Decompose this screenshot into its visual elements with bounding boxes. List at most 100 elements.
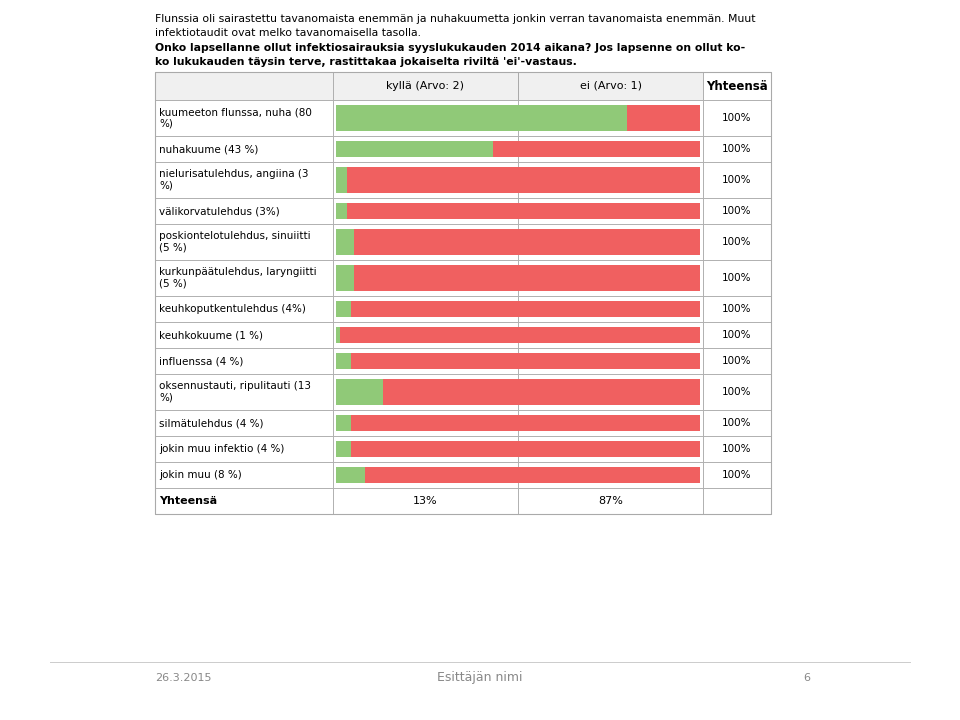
- Bar: [333, 198, 518, 224]
- Bar: [336, 327, 340, 343]
- Bar: [518, 488, 703, 514]
- Bar: [518, 260, 703, 296]
- Bar: [365, 467, 700, 483]
- Bar: [518, 72, 703, 100]
- Text: 100%: 100%: [722, 330, 752, 340]
- Text: Yhteensä: Yhteensä: [707, 79, 768, 92]
- Bar: [703, 374, 771, 410]
- Text: 13%: 13%: [413, 496, 438, 506]
- Bar: [347, 167, 700, 193]
- Bar: [336, 467, 365, 483]
- Bar: [333, 462, 518, 488]
- Bar: [333, 348, 518, 374]
- Bar: [703, 136, 771, 162]
- Bar: [333, 100, 518, 136]
- Bar: [518, 224, 703, 260]
- Bar: [703, 296, 771, 322]
- Text: Esittäjän nimi: Esittäjän nimi: [437, 672, 523, 685]
- Text: 100%: 100%: [722, 418, 752, 428]
- Bar: [155, 72, 333, 100]
- Bar: [336, 105, 627, 131]
- Bar: [336, 167, 347, 193]
- Bar: [333, 260, 518, 296]
- Bar: [703, 410, 771, 436]
- Text: 100%: 100%: [722, 113, 752, 123]
- Text: 100%: 100%: [722, 144, 752, 154]
- Bar: [333, 296, 518, 322]
- Text: 100%: 100%: [722, 444, 752, 454]
- Bar: [336, 203, 347, 219]
- Bar: [703, 348, 771, 374]
- Bar: [518, 348, 703, 374]
- Bar: [155, 322, 333, 348]
- Bar: [336, 301, 350, 317]
- Bar: [354, 229, 700, 255]
- Bar: [333, 162, 518, 198]
- Text: poskiontelotulehdus, sinuiitti
(5 %): poskiontelotulehdus, sinuiitti (5 %): [159, 231, 311, 253]
- Bar: [383, 379, 700, 405]
- Text: kyllä (Arvo: 2): kyllä (Arvo: 2): [387, 81, 465, 91]
- Bar: [155, 162, 333, 198]
- Bar: [155, 136, 333, 162]
- Bar: [518, 462, 703, 488]
- Text: 100%: 100%: [722, 237, 752, 247]
- Bar: [518, 436, 703, 462]
- Bar: [703, 260, 771, 296]
- Text: 87%: 87%: [598, 496, 623, 506]
- Text: 100%: 100%: [722, 206, 752, 216]
- Bar: [336, 353, 350, 369]
- Bar: [703, 162, 771, 198]
- Bar: [155, 100, 333, 136]
- Bar: [336, 415, 350, 431]
- Text: Flunssia oli sairastettu tavanomaista enemmän ja nuhakuumetta jonkin verran tava: Flunssia oli sairastettu tavanomaista en…: [155, 14, 756, 24]
- Bar: [627, 105, 700, 131]
- Bar: [155, 224, 333, 260]
- Text: Yhteensä: Yhteensä: [159, 496, 217, 506]
- Bar: [703, 224, 771, 260]
- Bar: [518, 136, 703, 162]
- Bar: [703, 488, 771, 514]
- Bar: [703, 198, 771, 224]
- Text: infektiotaudit ovat melko tavanomaisella tasolla.: infektiotaudit ovat melko tavanomaisella…: [155, 28, 421, 38]
- Text: Onko lapsellanne ollut infektiosairauksia syyslukukauden 2014 aikana? Jos lapsen: Onko lapsellanne ollut infektiosairauksi…: [155, 43, 745, 53]
- Bar: [703, 322, 771, 348]
- Bar: [155, 488, 333, 514]
- Text: 100%: 100%: [722, 387, 752, 397]
- Bar: [703, 72, 771, 100]
- Text: oksennustauti, ripulitauti (13
%): oksennustauti, ripulitauti (13 %): [159, 381, 311, 402]
- Bar: [703, 100, 771, 136]
- Bar: [703, 436, 771, 462]
- Bar: [340, 327, 700, 343]
- Text: kurkunpäätulehdus, laryngiitti
(5 %): kurkunpäätulehdus, laryngiitti (5 %): [159, 267, 317, 289]
- Bar: [518, 322, 703, 348]
- Bar: [336, 141, 492, 157]
- Bar: [518, 162, 703, 198]
- Bar: [155, 348, 333, 374]
- Text: välikorvatulehdus (3%): välikorvatulehdus (3%): [159, 206, 279, 216]
- Bar: [155, 198, 333, 224]
- Bar: [492, 141, 700, 157]
- Bar: [350, 415, 700, 431]
- Text: 6: 6: [803, 673, 810, 683]
- Bar: [333, 488, 518, 514]
- Bar: [354, 265, 700, 291]
- Bar: [155, 410, 333, 436]
- Bar: [336, 441, 350, 457]
- Bar: [333, 224, 518, 260]
- Text: 100%: 100%: [722, 273, 752, 283]
- Text: kuumeeton flunssa, nuha (80
%): kuumeeton flunssa, nuha (80 %): [159, 107, 312, 129]
- Bar: [333, 136, 518, 162]
- Text: keuhkokuume (1 %): keuhkokuume (1 %): [159, 330, 263, 340]
- Bar: [333, 322, 518, 348]
- Bar: [350, 353, 700, 369]
- Bar: [333, 374, 518, 410]
- Text: nuhakuume (43 %): nuhakuume (43 %): [159, 144, 258, 154]
- Bar: [518, 198, 703, 224]
- Text: ei (Arvo: 1): ei (Arvo: 1): [580, 81, 641, 91]
- Bar: [155, 260, 333, 296]
- Bar: [350, 441, 700, 457]
- Text: jokin muu (8 %): jokin muu (8 %): [159, 470, 242, 480]
- Bar: [155, 72, 771, 514]
- Bar: [333, 410, 518, 436]
- Bar: [518, 410, 703, 436]
